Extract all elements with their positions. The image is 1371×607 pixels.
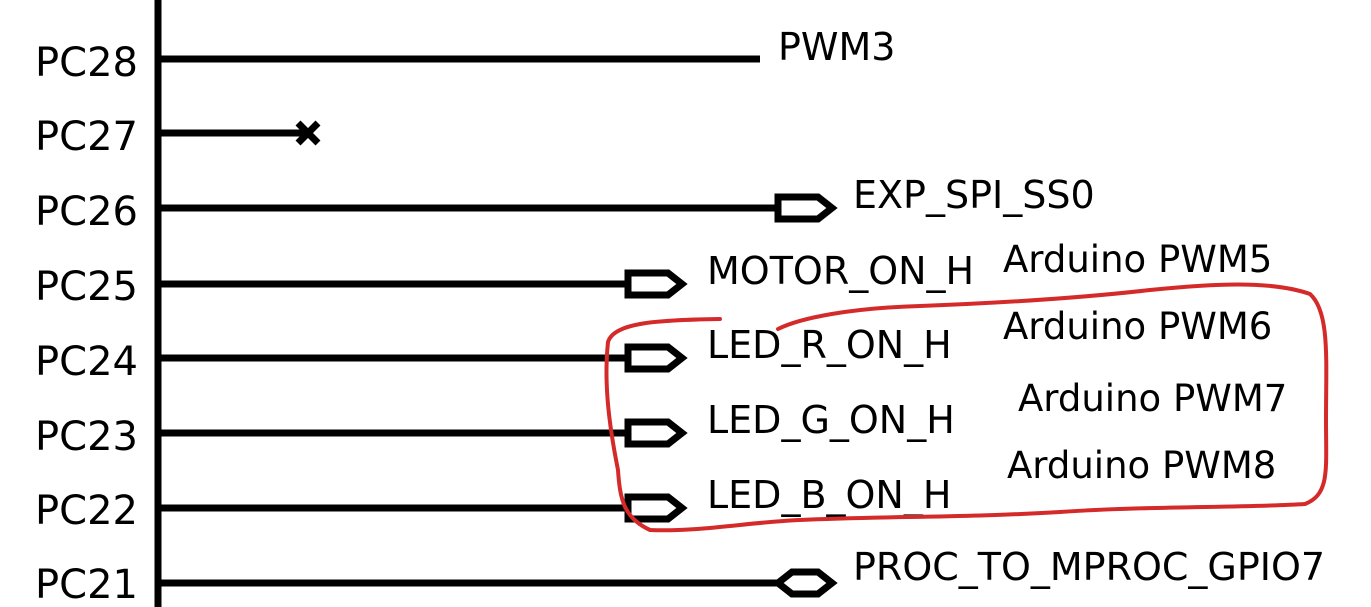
pin-label-pc27: PC27 xyxy=(35,114,138,160)
annotation-arduino-pwm6: Arduino PWM6 xyxy=(1003,305,1272,348)
bidirectional-port-icon xyxy=(772,568,838,598)
pin-label-pc22: PC22 xyxy=(35,488,138,534)
annotation-arduino-pwm8: Arduino PWM8 xyxy=(1007,444,1276,487)
pin-pc26: PC26 EXP_SPI_SS0 xyxy=(35,173,1095,235)
annotation-arduino-pwm7: Arduino PWM7 xyxy=(1018,377,1287,420)
pin-pc24: PC24 LED_R_ON_H xyxy=(35,323,952,385)
pin-label-pc23: PC23 xyxy=(35,414,138,460)
pin-label-pc25: PC25 xyxy=(35,264,138,310)
output-port-icon xyxy=(624,343,688,373)
net-label-exp-spi-ss0: EXP_SPI_SS0 xyxy=(853,173,1095,217)
pin-label-pc24: PC24 xyxy=(35,339,138,385)
output-port-icon xyxy=(774,193,838,223)
no-connect-icon xyxy=(295,120,321,146)
net-label-led-g-on-h: LED_G_ON_H xyxy=(707,398,955,442)
net-label-led-r-on-h: LED_R_ON_H xyxy=(707,323,952,367)
pin-label-pc26: PC26 xyxy=(35,189,138,235)
highlight-annotation-loop xyxy=(604,282,1329,533)
output-port-icon xyxy=(624,269,688,299)
pin-pc25: PC25 MOTOR_ON_H xyxy=(35,249,974,310)
pin-label-pc21: PC21 xyxy=(35,562,138,607)
annotation-arduino-pwm5: Arduino PWM5 xyxy=(1003,238,1272,281)
net-label-pwm3: PWM3 xyxy=(778,25,895,69)
net-label-motor-on-h: MOTOR_ON_H xyxy=(707,249,974,293)
output-port-icon xyxy=(624,493,688,523)
output-port-icon xyxy=(624,418,688,448)
pin-pc22: PC22 LED_B_ON_H xyxy=(35,473,951,534)
pin-pc27: PC27 xyxy=(35,114,321,160)
net-label-proc-to-mproc-gpio7: PROC_TO_MPROC_GPIO7 xyxy=(853,545,1325,589)
pin-pc28: PC28 PWM3 xyxy=(35,25,895,86)
pin-pc21: PC21 PROC_TO_MPROC_GPIO7 xyxy=(35,545,1325,607)
pin-pc23: PC23 LED_G_ON_H xyxy=(35,398,955,460)
net-label-led-b-on-h: LED_B_ON_H xyxy=(707,473,951,517)
pin-label-pc28: PC28 xyxy=(35,40,138,86)
